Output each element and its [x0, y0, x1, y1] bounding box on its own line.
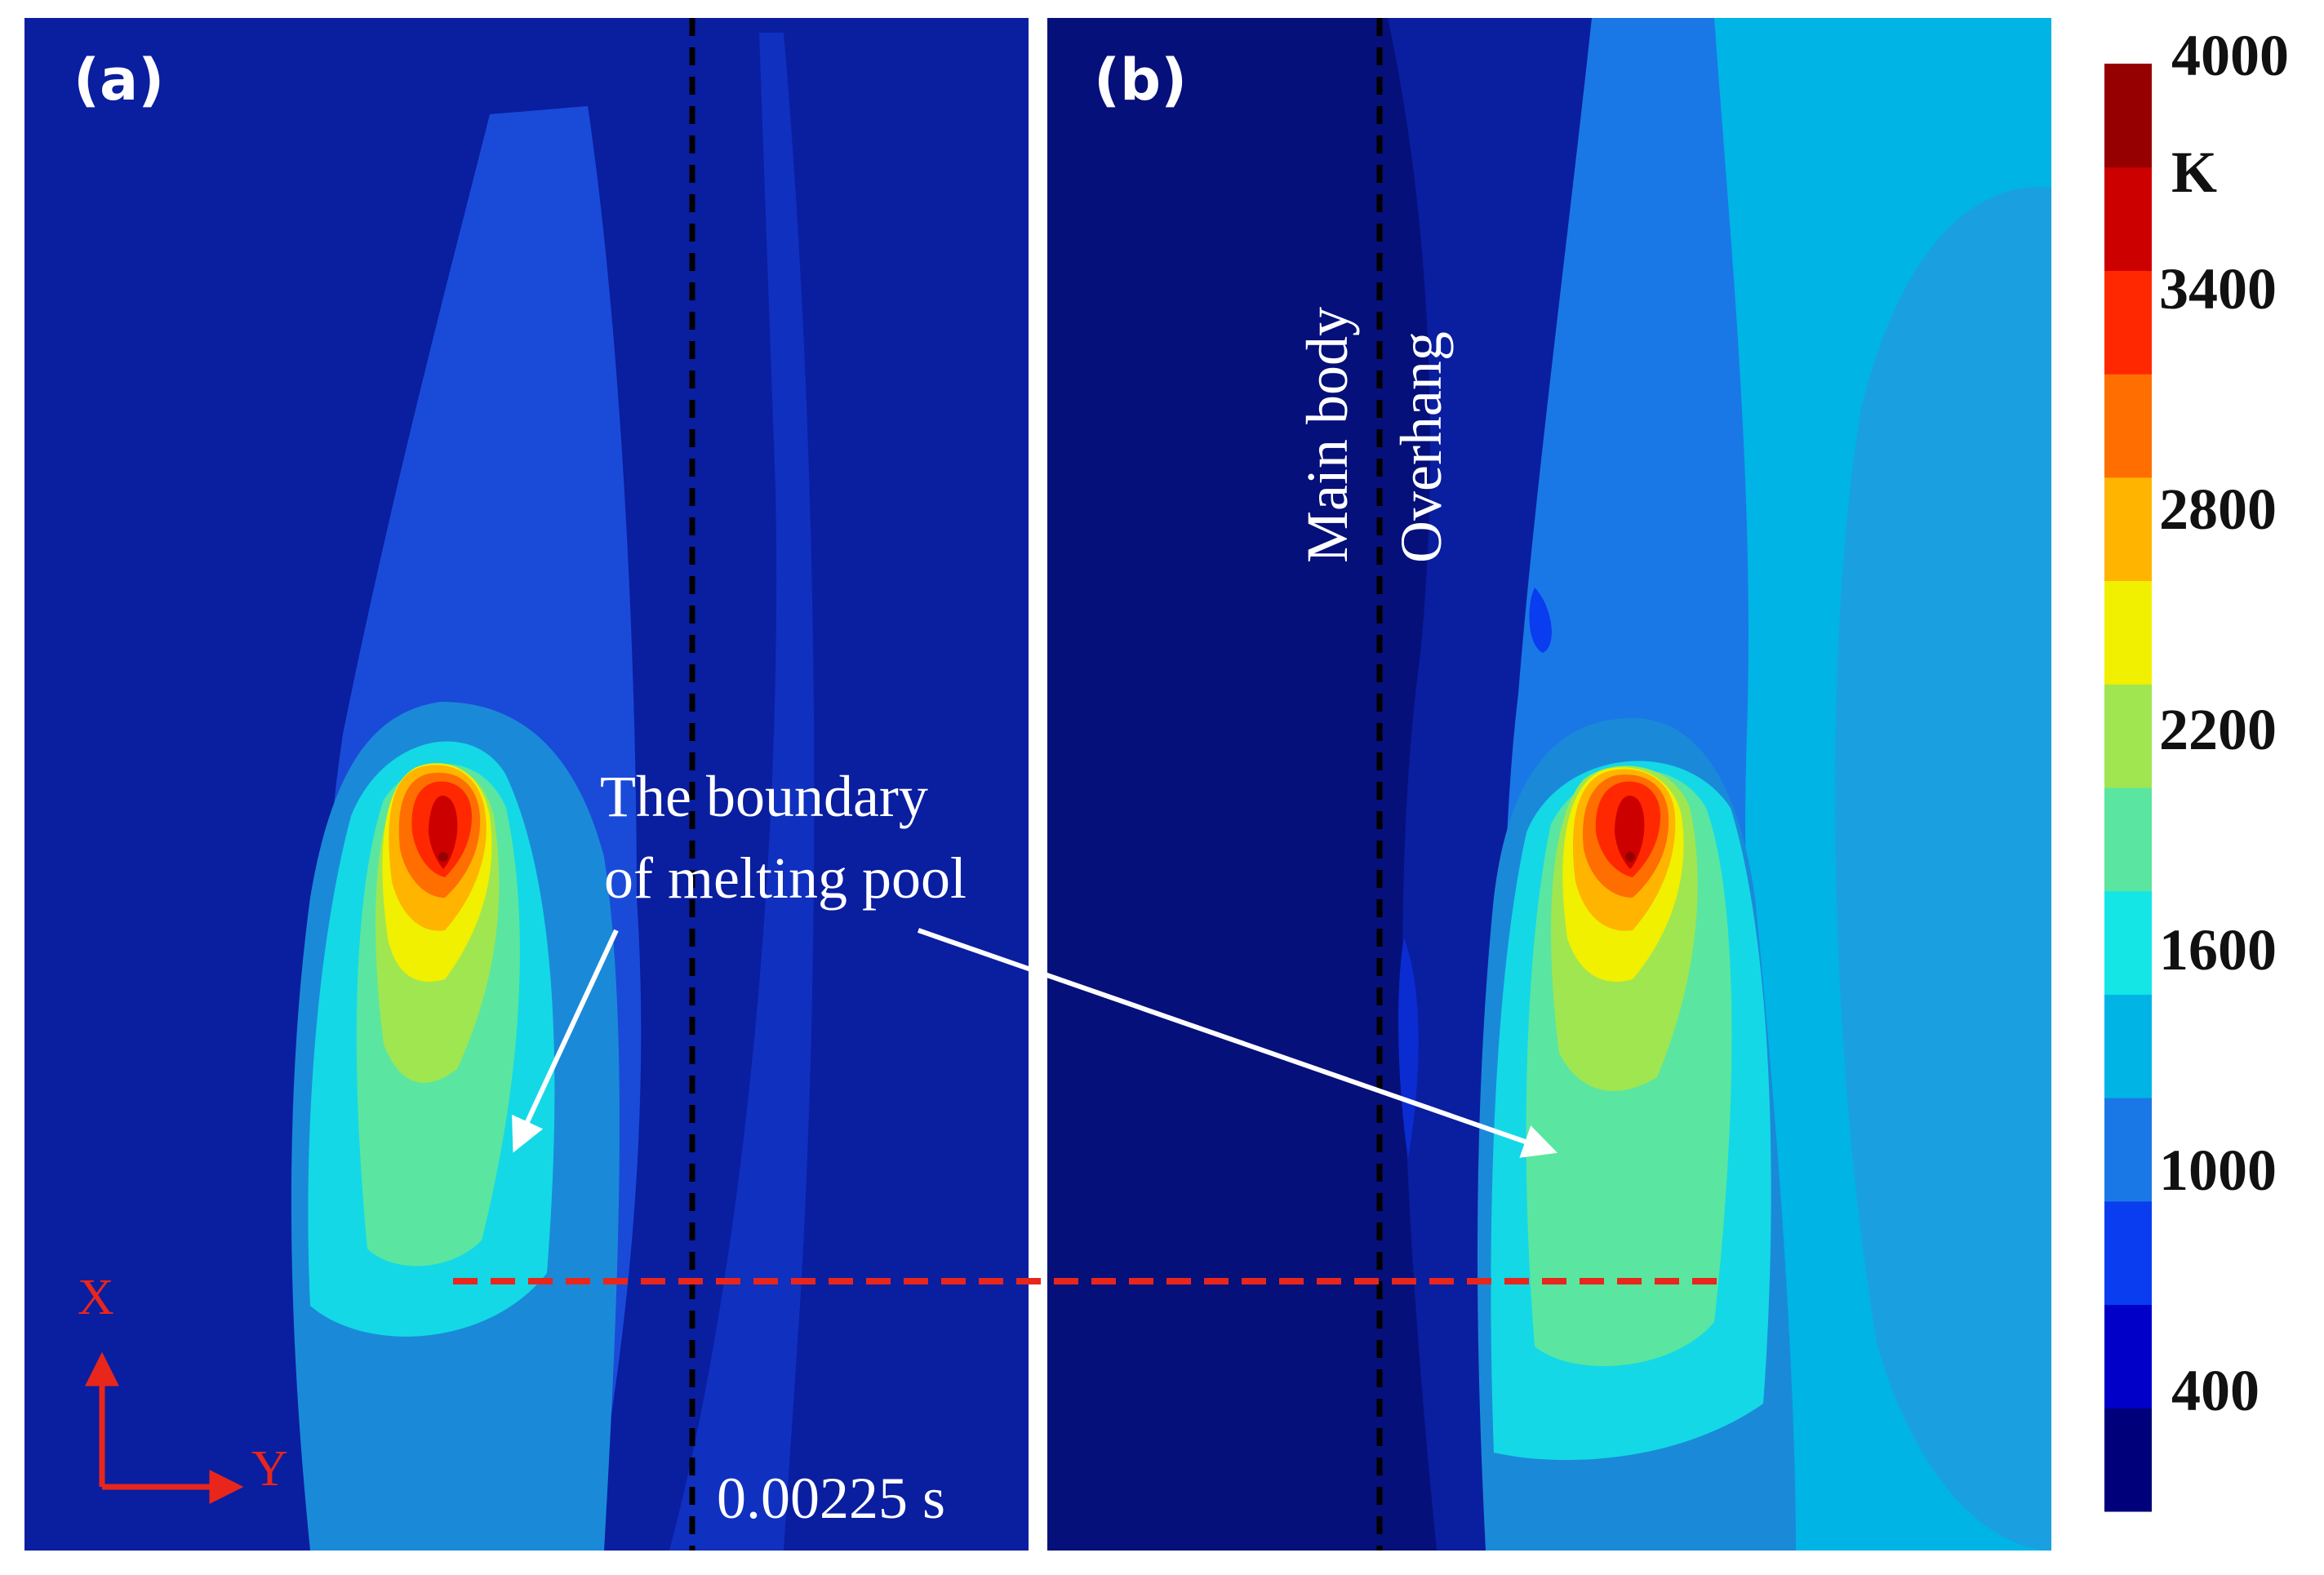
overhang-label: Overhang [1389, 331, 1454, 563]
colorbar-swatch [2104, 270, 2152, 375]
boundary-arrow-a [512, 929, 619, 1153]
main-body-label: Main body [1295, 307, 1360, 563]
coordinate-axes: X Y [78, 1270, 288, 1504]
colorbar-tick-1000: 1000 [2159, 1138, 2277, 1203]
colorbar-swatch [2104, 890, 2152, 995]
colorbar-tick-400: 400 [2171, 1358, 2260, 1423]
boundary-label-line2: of melting pool [604, 845, 966, 911]
colorbar-swatch [2104, 1408, 2152, 1512]
colorbar-tick-1600: 1600 [2159, 917, 2277, 983]
boundary-label-line1: The boundary [600, 764, 928, 829]
x-axis-label: X [78, 1270, 114, 1325]
colorbar-tick-4000: 4000 [2171, 23, 2289, 88]
colorbar-swatch [2104, 166, 2152, 271]
colorbar-swatch [2104, 684, 2152, 788]
colorbar-swatch [2104, 994, 2152, 1098]
y-axis-label: Y [251, 1441, 288, 1497]
panel-b [1047, 18, 2051, 1551]
colorbar-swatch [2104, 374, 2152, 478]
colorbar-tick-2200: 2200 [2159, 697, 2277, 762]
panel-label-b: (b) [1094, 47, 1187, 113]
boundary-arrow-b [918, 928, 1557, 1158]
colorbar-swatch [2104, 64, 2152, 168]
panel-a [24, 18, 1029, 1551]
colorbar: 4000 K 3400 2800 2200 1600 1000 400 [2104, 23, 2289, 1512]
colorbar-swatch [2104, 477, 2152, 582]
colorbar-tick-2800: 2800 [2159, 477, 2277, 542]
colorbar-unit: K [2171, 140, 2217, 205]
panel-label-a: (a) [73, 47, 164, 113]
colorbar-swatch [2104, 1304, 2152, 1409]
colorbar-swatch [2104, 788, 2152, 892]
colorbar-swatch [2104, 580, 2152, 685]
colorbar-swatch [2104, 1200, 2152, 1306]
colorbar-swatches [2104, 64, 2152, 1512]
colorbar-tick-3400: 3400 [2159, 256, 2277, 322]
time-label: 0.00225 s [717, 1466, 945, 1531]
colorbar-swatch [2104, 1098, 2152, 1202]
